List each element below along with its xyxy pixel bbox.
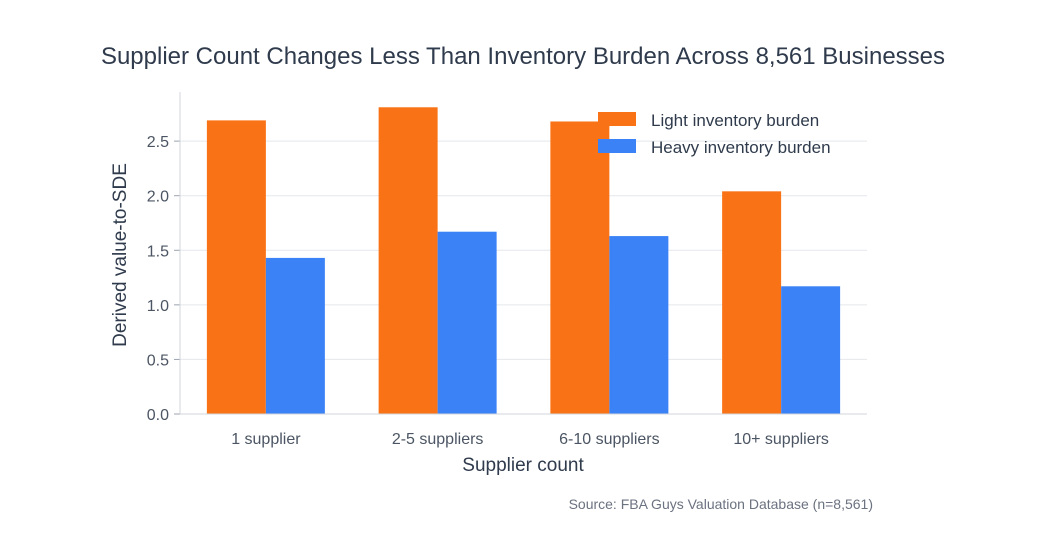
bar-heavy <box>265 257 325 414</box>
legend-swatch <box>598 112 636 126</box>
x-axis-title: Supplier count <box>462 455 584 476</box>
y-tick-label: 2.5 <box>147 134 169 151</box>
y-tick-label: 1.5 <box>147 243 169 260</box>
y-tick-label: 0.0 <box>147 407 169 424</box>
bar-heavy <box>781 286 841 414</box>
x-tick-labels: 1 supplier 2-5 suppliers 6-10 suppliers 10+… <box>231 431 829 448</box>
source-note: Source: FBA Guys Valuation Database (n=8… <box>569 496 873 512</box>
legend-label: Light inventory burden <box>651 111 819 130</box>
x-tick-label: 1 supplier <box>231 431 301 448</box>
y-axis-title: Derived value-to-SDE <box>110 163 131 347</box>
y-tick-label: 1.0 <box>147 298 169 315</box>
legend-swatch <box>598 139 636 153</box>
bar-light <box>378 107 438 414</box>
bar-heavy <box>437 231 497 414</box>
chart-title: Supplier Count Changes Less Than Invento… <box>101 43 945 70</box>
bar-light <box>206 120 266 414</box>
x-tick-label: 2-5 suppliers <box>392 431 484 448</box>
x-tick-label: 10+ suppliers <box>733 431 829 448</box>
y-tick-label: 0.5 <box>147 352 169 369</box>
y-tick-labels: 0.0 0.5 1.0 1.5 2.0 2.5 <box>147 134 169 424</box>
legend-label: Heavy inventory burden <box>651 138 831 157</box>
x-tick-label: 6-10 suppliers <box>559 431 660 448</box>
bar-heavy <box>609 236 669 414</box>
y-tick-label: 2.0 <box>147 189 169 206</box>
axes <box>174 92 867 415</box>
bars <box>206 107 841 414</box>
bar-light <box>722 191 782 414</box>
bar-light <box>550 121 610 414</box>
legend: Light inventory burden Heavy inventory bu… <box>598 111 831 157</box>
